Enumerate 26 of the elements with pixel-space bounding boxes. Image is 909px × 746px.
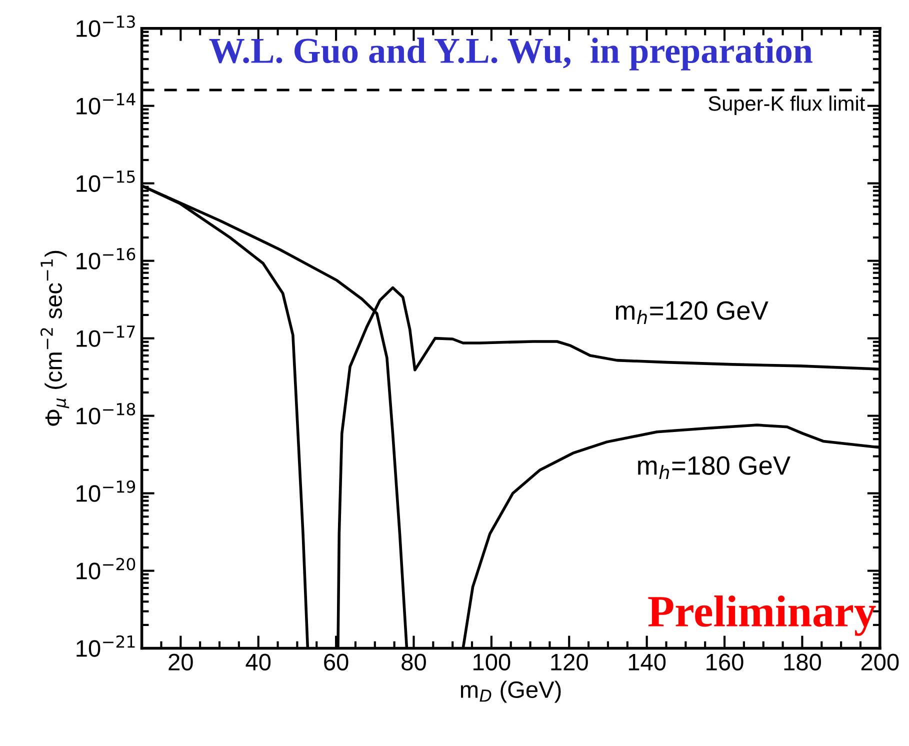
x-tick-label: 120 xyxy=(551,654,588,670)
ref-line-label: Super-K flux limit xyxy=(708,96,865,115)
y-tick-label: 10$^{−15}$ xyxy=(76,170,135,192)
x-tick-label: 20 xyxy=(168,654,193,670)
series-label: m$_{h}$=120 GeV xyxy=(616,301,768,324)
x-axis-title: m$_{D}$ (GeV) xyxy=(460,680,561,703)
y-axis-title: Φ$_{μ}$ (cm$^{−2}$ sec$^{−1}$) xyxy=(40,250,70,426)
chart-title: W.L. Guo and Y.L. Wu, in preparation xyxy=(209,38,812,70)
y-tick-label: 10$^{−14}$ xyxy=(76,93,136,114)
x-tick-label: 40 xyxy=(246,654,271,670)
x-tick-label: 200 xyxy=(861,654,899,670)
x-tick-label: 60 xyxy=(324,654,348,670)
y-tick-label: 10$^{−21}$ xyxy=(76,635,135,657)
y-tick-label: 10$^{−17}$ xyxy=(76,326,135,347)
y-tick-label: 10$^{−20}$ xyxy=(76,558,136,580)
y-tick-label: 10$^{−13}$ xyxy=(76,15,135,37)
y-tick-label: 10$^{−16}$ xyxy=(76,248,136,270)
x-tick-label: 100 xyxy=(474,654,510,670)
x-tick-label: 140 xyxy=(628,654,666,670)
x-tick-label: 80 xyxy=(402,654,426,670)
annotation: Preliminary xyxy=(648,595,876,636)
x-tick-label: 160 xyxy=(706,654,744,670)
y-tick-label: 10$^{−18}$ xyxy=(76,402,136,424)
y-tick-label: 10$^{−19}$ xyxy=(76,480,136,502)
x-tick-label: 180 xyxy=(784,654,821,670)
series-label: m$_{h}$=180 GeV xyxy=(638,456,790,479)
